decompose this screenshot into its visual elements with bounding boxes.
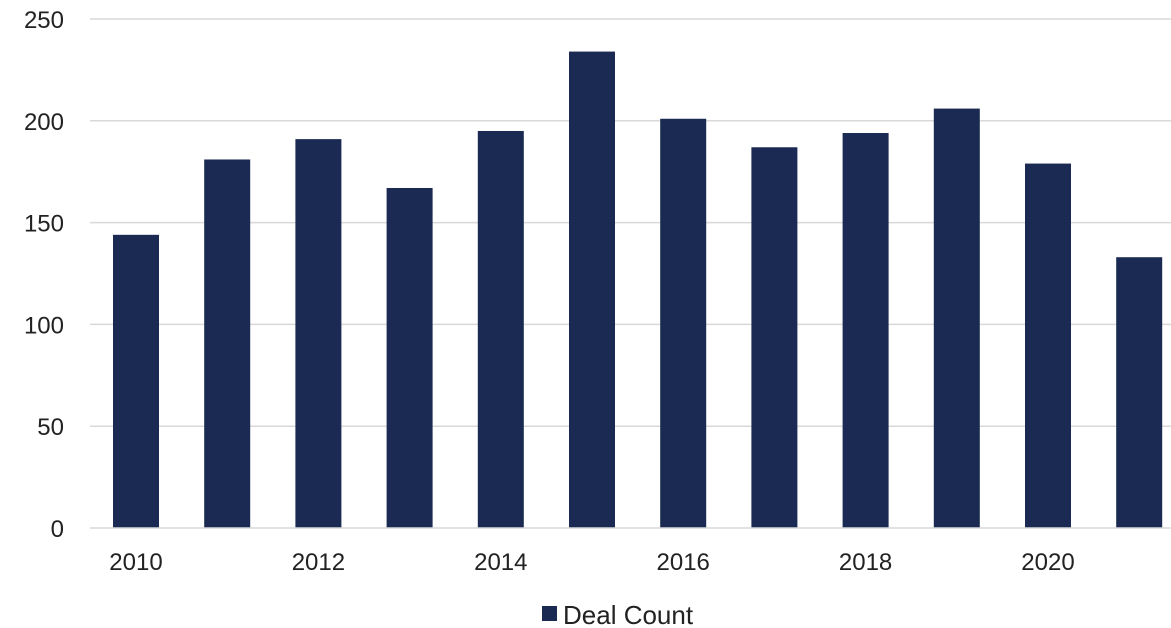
bar-2016: [660, 118, 707, 528]
bar-2013: [386, 187, 433, 528]
bar-2012: [295, 139, 342, 528]
x-tick-label: 2020: [1021, 549, 1074, 576]
gridlines: [90, 18, 1171, 427]
x-tick-label: 2010: [109, 549, 162, 576]
bar-2011: [204, 159, 251, 528]
y-tick-label: 200: [24, 109, 64, 136]
bar-2018: [842, 133, 889, 529]
legend-label: Deal Count: [563, 600, 694, 628]
x-tick-label: 2012: [292, 549, 345, 576]
y-tick-label: 250: [24, 7, 64, 34]
x-tick-label: 2016: [657, 549, 710, 576]
bar-2021: [1116, 257, 1163, 528]
y-tick-label: 0: [51, 516, 64, 543]
y-tick-label: 150: [24, 211, 64, 238]
bar-2019: [933, 108, 980, 529]
bar-2014: [477, 130, 524, 529]
legend: Deal Count: [542, 600, 694, 628]
x-axis-tick-labels: 2010 2012 2014 2016 2018 2020: [109, 549, 1074, 576]
y-tick-label: 100: [24, 312, 64, 339]
bar-2017: [751, 147, 798, 528]
bar-2015: [569, 51, 615, 529]
x-tick-label: 2014: [474, 549, 527, 576]
bar-2010: [113, 234, 159, 529]
y-axis-tick-labels: 0 50 100 150 200 250: [24, 7, 64, 543]
bars: [113, 51, 1163, 529]
bar-2020: [1025, 163, 1071, 528]
legend-swatch: [542, 606, 557, 621]
y-tick-label: 50: [37, 414, 64, 441]
x-tick-label: 2018: [839, 549, 892, 576]
